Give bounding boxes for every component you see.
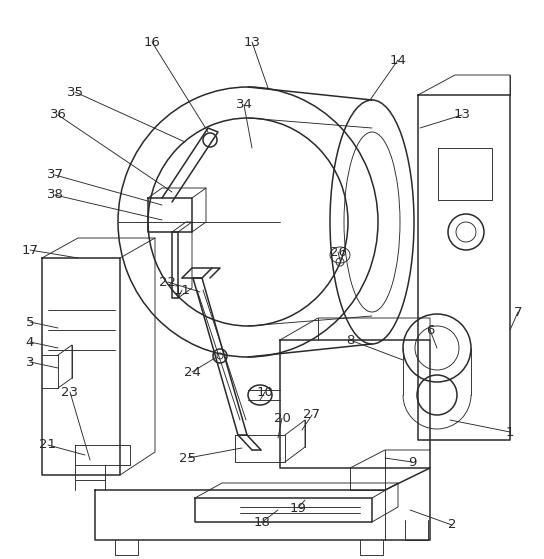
Text: 38: 38 [47, 188, 64, 201]
Text: 13: 13 [454, 108, 471, 121]
Text: 16: 16 [144, 36, 160, 49]
Text: 13: 13 [244, 36, 261, 49]
Text: 34: 34 [236, 98, 252, 111]
Text: 1: 1 [506, 425, 514, 438]
Text: 37: 37 [46, 168, 64, 182]
Text: 23: 23 [61, 386, 78, 399]
Text: 25: 25 [180, 452, 196, 465]
Text: 24: 24 [183, 366, 200, 378]
Text: 19: 19 [289, 501, 306, 514]
Text: 26: 26 [330, 245, 347, 258]
Text: 2: 2 [448, 519, 456, 532]
Text: 14: 14 [390, 54, 406, 67]
Text: 18: 18 [254, 515, 270, 528]
Text: 35: 35 [66, 86, 83, 98]
Text: 21: 21 [40, 438, 57, 452]
Text: 27: 27 [304, 409, 320, 421]
Text: 8: 8 [346, 334, 354, 347]
Text: 11: 11 [174, 283, 190, 296]
Text: 6: 6 [426, 324, 434, 337]
Text: 36: 36 [50, 108, 66, 121]
Text: 7: 7 [514, 306, 522, 319]
Text: 10: 10 [257, 386, 274, 399]
Text: 17: 17 [22, 244, 39, 257]
Text: 22: 22 [159, 276, 176, 288]
Text: 20: 20 [274, 411, 290, 424]
Text: 3: 3 [26, 356, 34, 368]
Text: 9: 9 [408, 456, 416, 468]
Text: 5: 5 [26, 315, 34, 329]
Text: 4: 4 [26, 335, 34, 348]
